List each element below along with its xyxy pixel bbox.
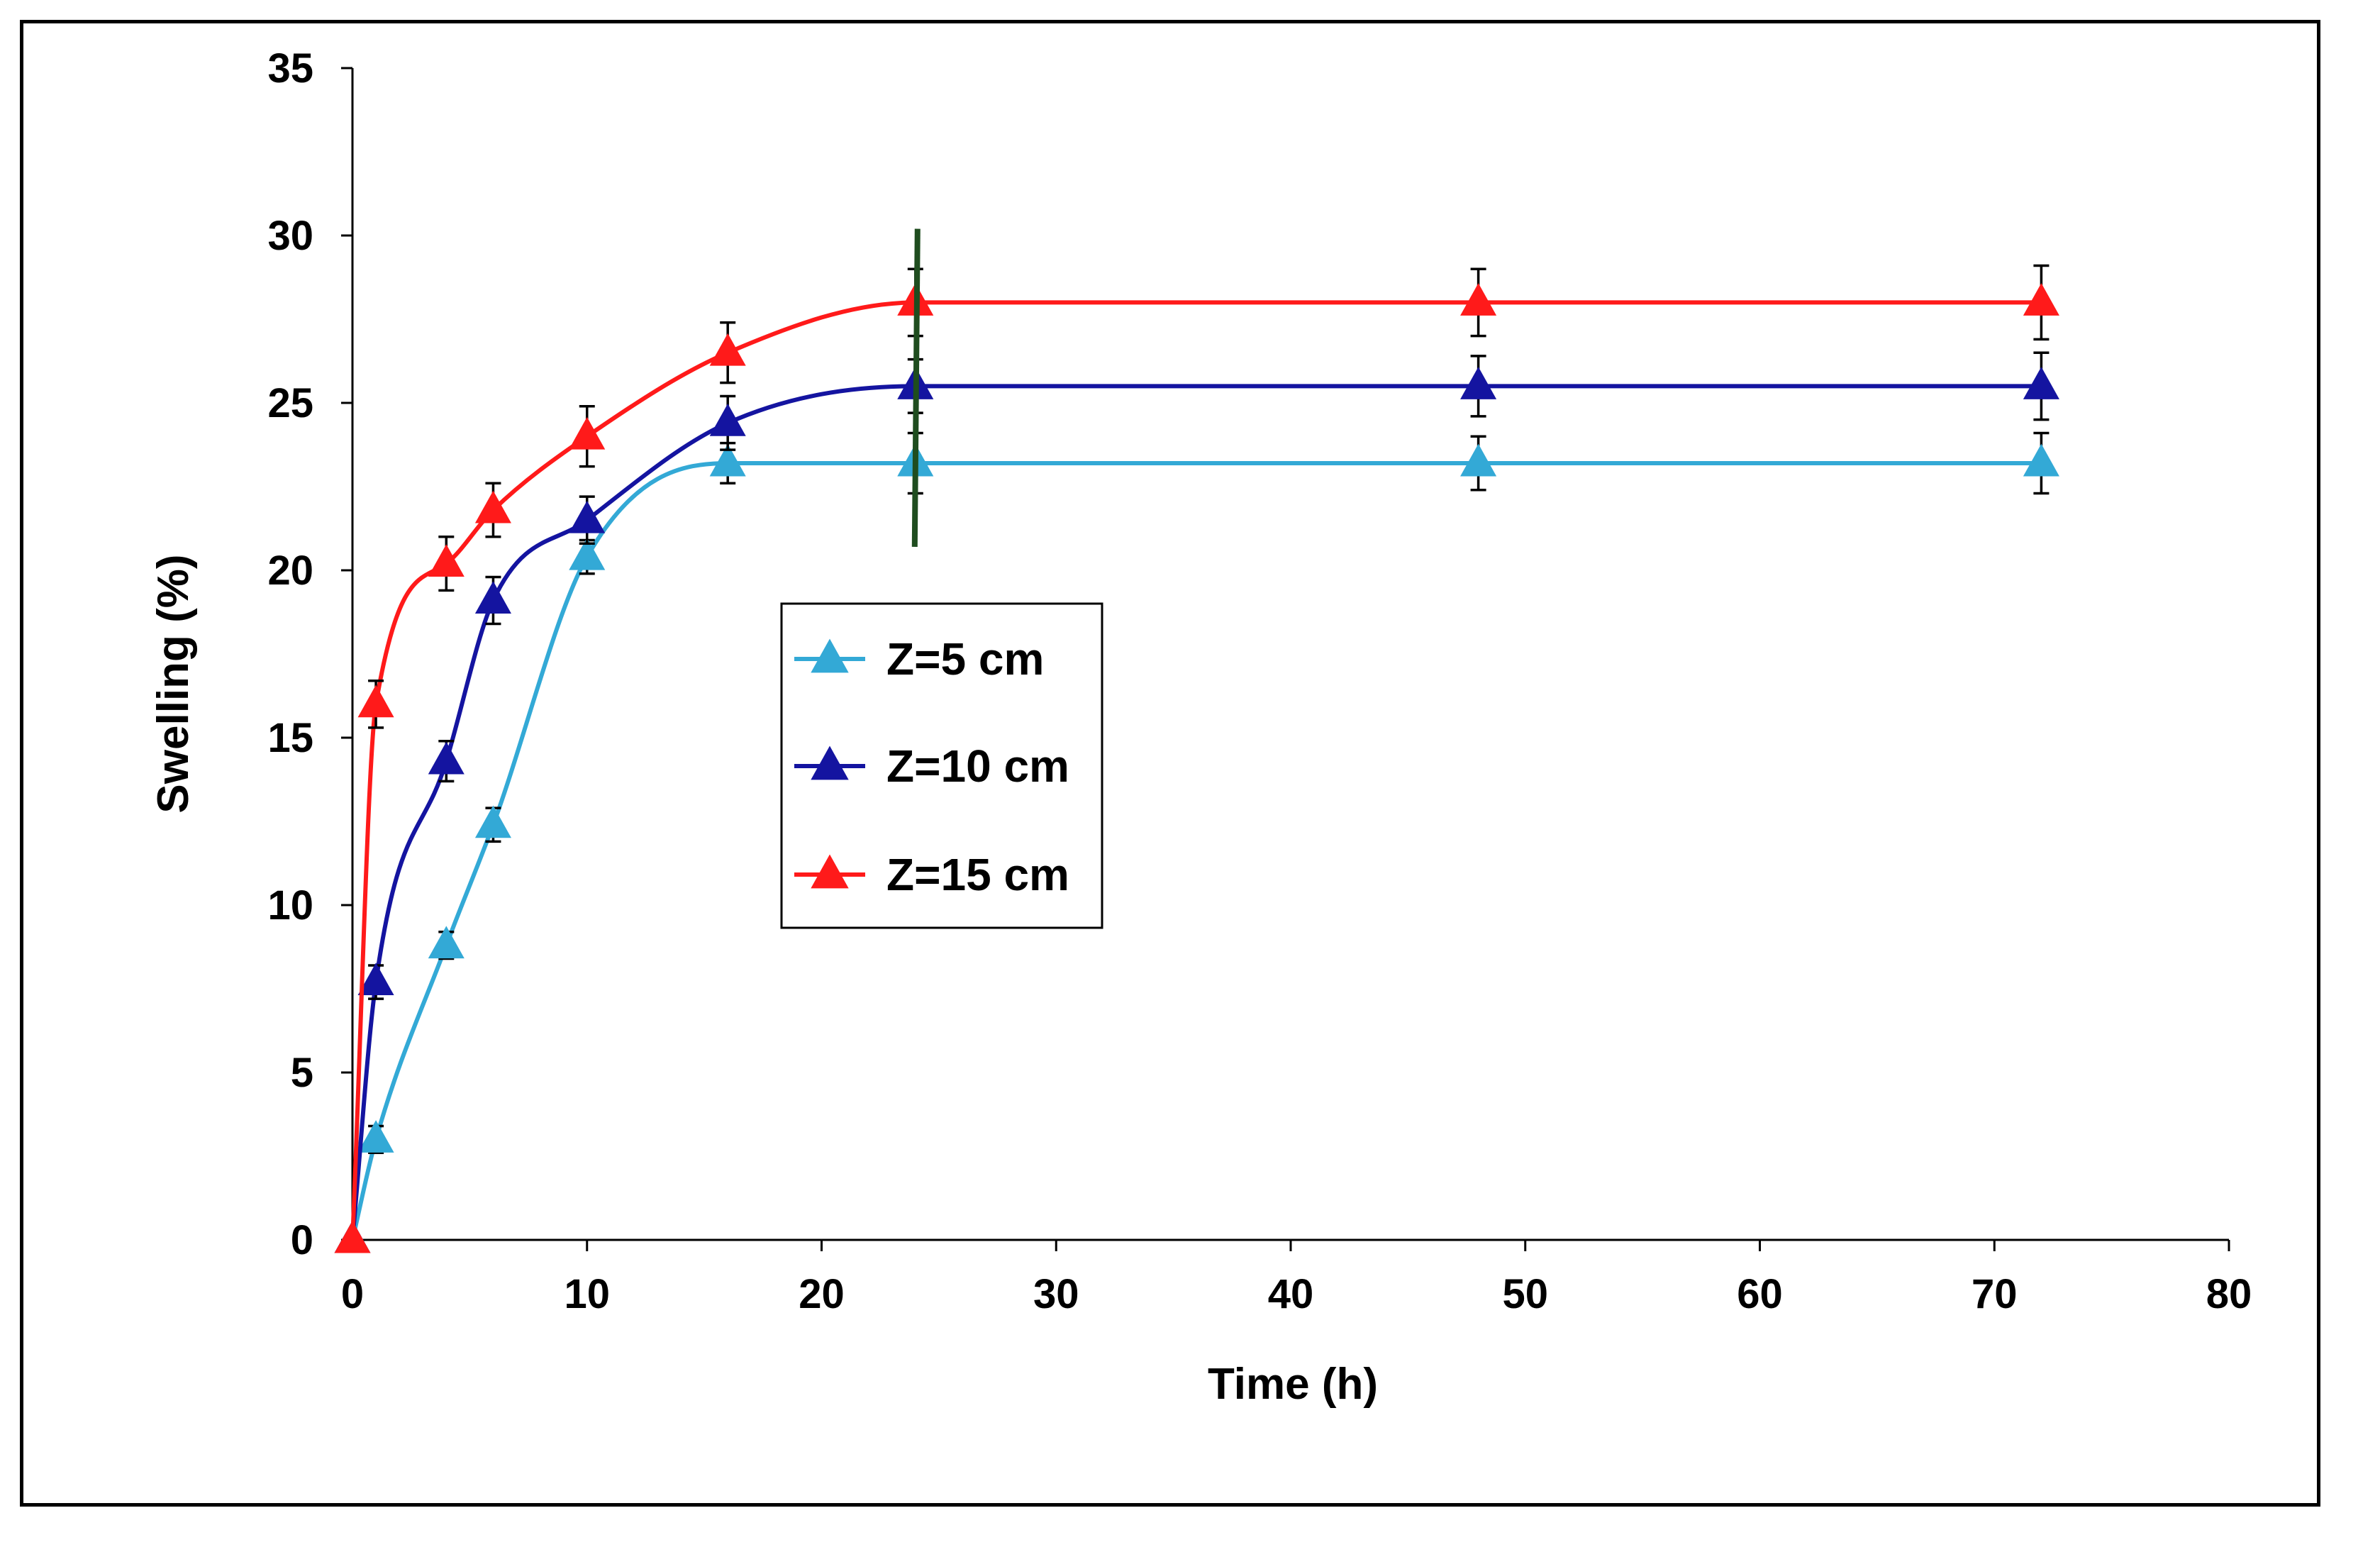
- series-line: [350, 384, 2042, 1241]
- y-tick-label: 20: [267, 548, 313, 594]
- data-point: [334, 1220, 371, 1253]
- data-point: [474, 805, 511, 838]
- data-point: [2023, 443, 2059, 477]
- series-line: [350, 300, 2042, 1241]
- y-tick-label: 25: [267, 380, 313, 426]
- data-point: [428, 926, 465, 959]
- data-point: [1460, 443, 1497, 477]
- x-tick-label: 30: [1033, 1271, 1079, 1317]
- legend-label: Z=10 cm: [886, 741, 1069, 792]
- x-tick-label: 50: [1502, 1271, 1548, 1317]
- legend-swatch-marker: [811, 745, 849, 780]
- data-point: [2023, 367, 2059, 399]
- chart-frame: [20, 20, 2320, 1507]
- y-tick-label: 30: [267, 213, 313, 259]
- x-tick-label: 10: [564, 1271, 610, 1317]
- data-point: [569, 416, 606, 450]
- legend-label: Z=15 cm: [886, 849, 1069, 900]
- axes: [351, 68, 2229, 1241]
- y-tick-label: 15: [267, 715, 313, 761]
- x-tick-label: 80: [2206, 1271, 2252, 1317]
- data-point: [709, 333, 746, 366]
- legend: Z=5 cm Z=10 cm Z=15 cm: [780, 602, 1103, 929]
- x-tick-label: 70: [1972, 1271, 2018, 1317]
- x-tick-label: 0: [341, 1271, 364, 1317]
- legend-item-2: Z=10 cm: [794, 741, 1069, 792]
- x-ticks: 0 10 20 30 40 50 60 70 80: [341, 1240, 2252, 1317]
- data-point: [357, 963, 394, 996]
- data-point: [428, 544, 465, 577]
- series-layer: [334, 264, 2059, 1253]
- y-ticks: 0 5 10 15 20 25 30 35: [267, 45, 352, 1263]
- y-tick-label: 0: [291, 1217, 313, 1263]
- data-point: [474, 581, 511, 614]
- x-tick-label: 60: [1737, 1271, 1783, 1317]
- series-2: [334, 351, 2059, 1253]
- x-axis-title: Time (h): [1208, 1360, 1378, 1409]
- legend-swatch-marker: [811, 638, 849, 673]
- vertical-marker-line: [911, 228, 921, 547]
- data-point: [2023, 283, 2059, 316]
- data-point: [357, 684, 394, 718]
- series-line: [350, 460, 2042, 1241]
- legend-item-1: Z=5 cm: [794, 633, 1044, 684]
- data-point: [709, 443, 746, 477]
- series-3: [334, 264, 2059, 1253]
- series-1: [334, 431, 2059, 1253]
- data-point: [569, 537, 606, 570]
- x-tick-label: 20: [799, 1271, 845, 1317]
- data-point: [357, 1120, 394, 1153]
- legend-item-3: Z=15 cm: [794, 849, 1069, 900]
- legend-label: Z=5 cm: [886, 633, 1044, 684]
- data-point: [474, 490, 511, 523]
- y-axis-title: Swelling (%): [149, 554, 198, 813]
- y-tick-label: 35: [267, 45, 313, 92]
- data-point: [709, 404, 746, 436]
- vertical-marker-layer: [911, 228, 921, 547]
- y-tick-label: 5: [291, 1050, 313, 1096]
- legend-swatch-marker: [811, 854, 849, 889]
- data-point: [428, 741, 465, 775]
- data-point: [569, 500, 606, 533]
- y-tick-label: 10: [267, 882, 313, 929]
- x-tick-label: 40: [1268, 1271, 1314, 1317]
- data-point: [1460, 283, 1497, 316]
- data-point: [1460, 367, 1497, 399]
